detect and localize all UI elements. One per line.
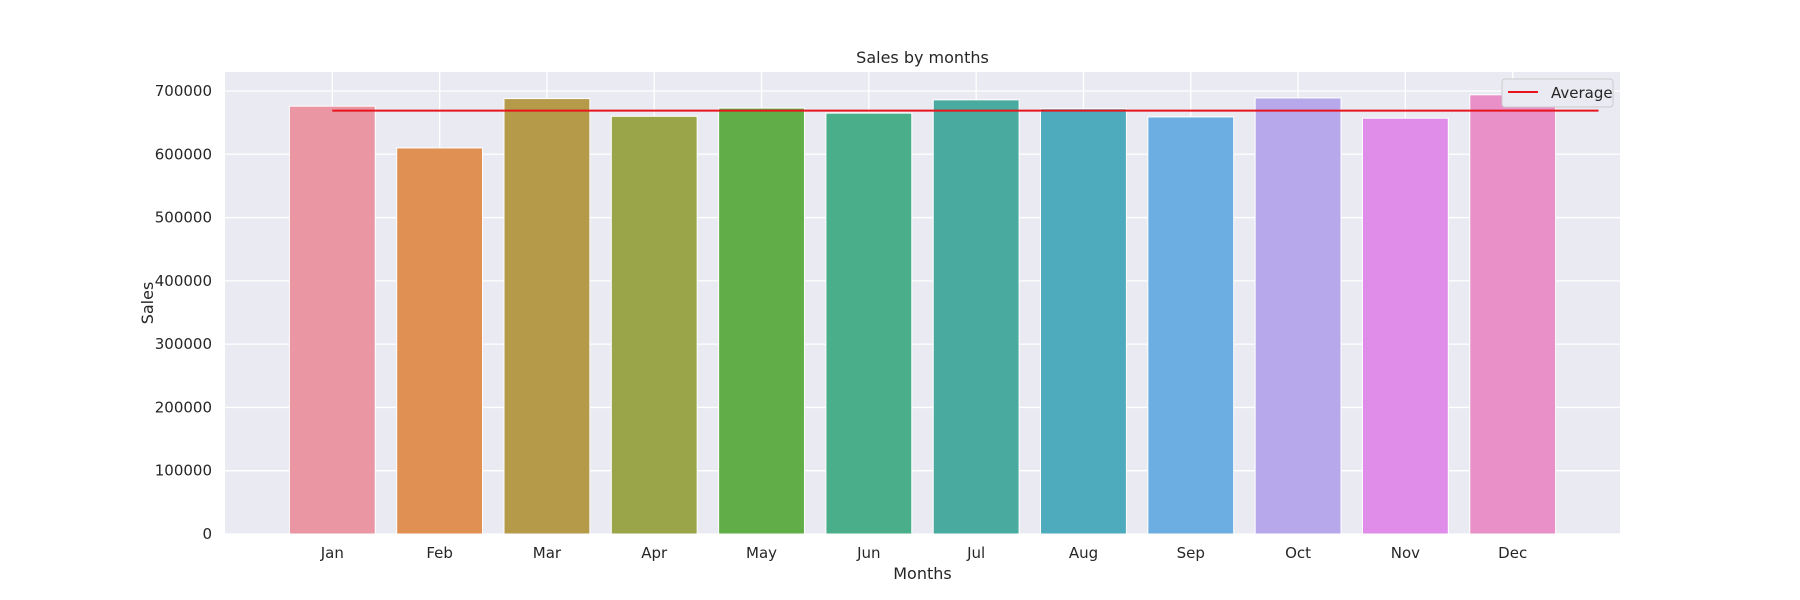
x-axis-label: Months xyxy=(893,564,951,583)
legend-box xyxy=(1501,78,1614,108)
legend-label-average: Average xyxy=(1551,84,1613,102)
bars xyxy=(288,94,1557,535)
x-tick-label-oct: Oct xyxy=(1285,544,1311,562)
y-tick-label-4: 400000 xyxy=(155,272,212,290)
chart-title: Sales by months xyxy=(856,48,989,67)
bar-may xyxy=(718,107,805,535)
y-tick-label-6: 600000 xyxy=(155,145,212,163)
x-tick-label-jun: Jun xyxy=(856,544,880,562)
x-tick-label-jul: Jul xyxy=(966,544,985,562)
y-tick-label-2: 200000 xyxy=(155,398,212,416)
y-tick-label-5: 500000 xyxy=(155,209,212,227)
bar-aug xyxy=(1040,108,1127,535)
bar-oct xyxy=(1254,97,1342,535)
y-tick-label-0: 0 xyxy=(202,525,212,543)
x-tick-label-jan: Jan xyxy=(320,544,344,562)
x-tick-label-aug: Aug xyxy=(1069,544,1098,562)
x-tick-label-mar: Mar xyxy=(533,544,562,562)
x-tick-label-nov: Nov xyxy=(1391,544,1420,562)
y-tick-label-3: 300000 xyxy=(155,335,212,353)
legend: Average xyxy=(1501,78,1614,108)
bar-mar xyxy=(503,98,591,535)
y-axis-label: Sales xyxy=(138,282,157,325)
y-tick-labels: 0 100000 200000 300000 400000 500000 600000 700… xyxy=(155,82,212,543)
x-tick-label-may: May xyxy=(746,544,777,562)
x-tick-label-feb: Feb xyxy=(426,544,453,562)
bar-dec xyxy=(1469,94,1557,535)
y-tick-label-7: 700000 xyxy=(155,82,212,100)
bar-jul xyxy=(932,99,1020,535)
x-tick-labels: Jan Feb Mar Apr May Jun Jul Aug Sep Oct Nov Dec xyxy=(320,544,1527,562)
bar-sep xyxy=(1147,116,1235,535)
bar-jun xyxy=(825,112,913,535)
bar-apr xyxy=(610,115,698,535)
x-tick-label-dec: Dec xyxy=(1498,544,1527,562)
x-tick-label-apr: Apr xyxy=(641,544,668,562)
bar-feb xyxy=(396,147,484,535)
x-tick-label-sep: Sep xyxy=(1177,544,1205,562)
bar-nov xyxy=(1361,117,1449,535)
bar-jan xyxy=(288,105,376,535)
y-tick-label-1: 100000 xyxy=(155,462,212,480)
